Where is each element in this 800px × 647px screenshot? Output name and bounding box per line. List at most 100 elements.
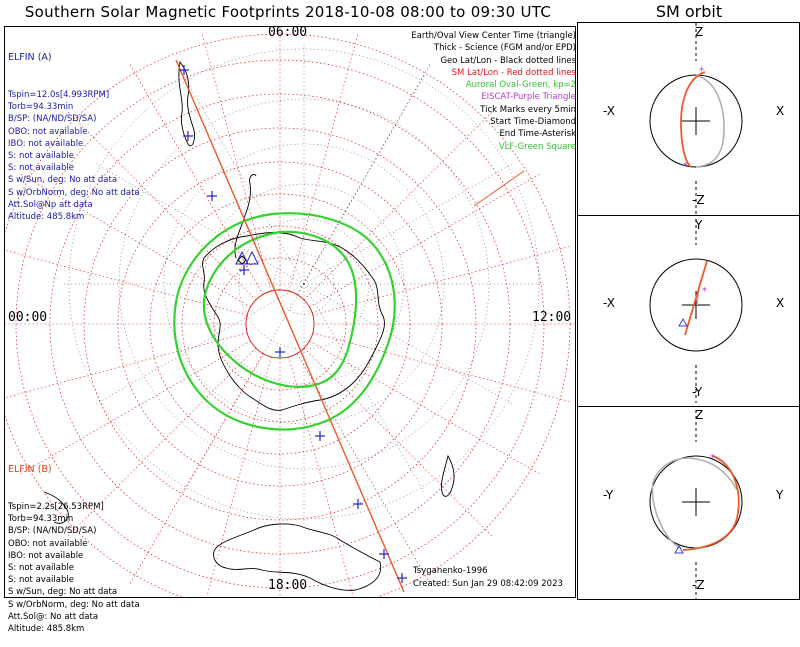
orbit-path-back — [651, 457, 738, 549]
legend-entry: VLF-Green Square — [498, 141, 576, 152]
orbit-xz-left-label: -X — [603, 104, 615, 118]
clock-label-left: 00:00 — [8, 310, 48, 325]
track-ticks — [179, 65, 407, 583]
spacecraft_b-line: B/SP: (NA/ND/SD/SA) — [8, 526, 97, 537]
spacecraft_a-line: S: not available — [8, 163, 74, 174]
orbit-path — [682, 455, 740, 551]
spacecraft_b-line: S w/OrbNorm, deg: No att data — [8, 599, 140, 610]
geo-meridian — [183, 76, 305, 285]
auroral-oval-inner — [202, 230, 358, 388]
spacecraft_b-line: S: not available — [8, 575, 74, 586]
map-legend: Earth/Oval View Center Time (triangle) Th… — [411, 30, 576, 153]
spacecraft_a-line: Altitude: 485.8km — [8, 212, 85, 223]
orbit-marker: * — [699, 66, 704, 77]
australia-coastline — [213, 523, 382, 591]
orbit-xy-right-label: X — [776, 296, 785, 310]
sm-meridian — [309, 340, 540, 475]
orbit-marker: * — [702, 286, 707, 297]
south-america-coastline — [178, 60, 195, 147]
geo-latitude-circle — [118, 98, 490, 470]
spacecraft-b-name: ELFIN (B) — [8, 464, 52, 476]
model-credit: Tsyganenko-1996 — [413, 566, 488, 576]
sm-meridian — [129, 353, 264, 584]
view-center-triangle — [235, 250, 249, 265]
spacecraft_a-line: S w/Sun, deg: No att data — [8, 175, 118, 186]
orbit-plot-xz: ** — [649, 23, 743, 216]
sm-meridian — [296, 64, 431, 295]
legend-entry: SM Lat/Lon - Red dotted lines — [451, 67, 576, 78]
spacecraft_a-line: B/SP: (NA/ND/SD/SA) — [8, 114, 97, 125]
legend-entry: EISCAT-Purple Triangle — [481, 92, 576, 103]
sm-meridian — [309, 173, 540, 308]
new-zealand-coastline — [441, 454, 455, 497]
spacecraft-a-info: ELFIN (A) Tspin=12.0s[4.993RPM] Torb=94.3… — [8, 28, 140, 235]
spacecraft_a-line: Att.Sol@Np att data — [8, 199, 93, 210]
sm-meridian — [202, 34, 272, 292]
geo-meridian — [303, 76, 425, 285]
coastlines — [43, 60, 455, 591]
clock-label-top: 06:00 — [268, 25, 308, 40]
orbit-yz-top-label: Z — [695, 408, 704, 422]
orbit-yz-left-label: -Y — [603, 488, 614, 502]
sm-meridian — [303, 347, 493, 537]
sm-latitude-circle — [15, 59, 545, 589]
sm-latitude-circle — [181, 225, 379, 423]
sm-meridian — [288, 356, 354, 598]
sm-meridian — [67, 111, 257, 301]
spacecraft-b-lines: Tspin=2.2s[26.53RPM] Torb=94.33min B/SP: (… — [8, 501, 140, 635]
view-center-triangle — [245, 250, 259, 265]
geo-grid — [64, 44, 544, 524]
geo-latitude-circle — [68, 48, 540, 520]
earth-circle — [649, 258, 743, 352]
orbit-triangle — [674, 544, 684, 554]
legend-entry: End Time-Asterisk — [499, 129, 576, 140]
sm-meridian — [206, 356, 272, 598]
clock-label-right: 12:00 — [532, 310, 572, 325]
orbit-yz-right-label: Y — [776, 488, 784, 502]
orbit-path — [684, 260, 708, 336]
auroral-ovals — [173, 212, 396, 431]
orbit-path-back — [695, 74, 725, 168]
footprint-track — [175, 59, 525, 593]
footprint-map — [4, 26, 576, 598]
orbit-xz-bottom-label: -Z — [692, 193, 705, 207]
clock-label-bottom: 18:00 — [268, 578, 308, 593]
spacecraft_a-line: OBO: not available — [8, 126, 88, 137]
spacecraft-b-info: ELFIN (B) Tspin=2.2s[26.53RPM] Torb=94.33… — [8, 440, 140, 647]
orbit-xy-left-label: -X — [603, 296, 615, 310]
sm-meridian — [20, 173, 251, 308]
sm-meridian — [303, 111, 493, 301]
spacecraft-a-lines: Tspin=12.0s[4.993RPM] Torb=94.33min B/SP: … — [8, 89, 140, 223]
spacecraft_b-line: Att.Sol@: No att data — [8, 611, 99, 622]
sm-meridian — [312, 332, 570, 402]
antarctic-peninsula-coastline — [234, 173, 257, 259]
geo-meridian — [303, 283, 425, 492]
spacecraft_b-line: Altitude: 485.8km — [8, 624, 85, 635]
legend-entry: Thick - Science (FGM and/or EPD) — [433, 43, 576, 54]
spacecraft_a-line: IBO: not available — [8, 138, 84, 149]
sm-meridian — [67, 347, 257, 537]
sm-meridian — [296, 353, 431, 584]
spacecraft_a-line: S: not available — [8, 151, 74, 162]
sm-meridian — [20, 340, 251, 475]
orbit-path — [680, 71, 706, 168]
orbit-triangle — [678, 317, 688, 327]
map-frame — [4, 26, 576, 598]
spacecraft_b-line: S: not available — [8, 563, 74, 574]
orbit-yz-bottom-label: -Z — [692, 578, 705, 592]
orbit-xz-right-label: X — [776, 104, 785, 118]
spacecraft_b-line: S w/Sun, deg: No att data — [8, 587, 118, 598]
africa-coastline — [43, 491, 69, 524]
geo-latitude-circle — [273, 253, 335, 315]
orbit-xz-top-label: Z — [695, 25, 704, 39]
orbit-title: SM orbit — [655, 2, 723, 21]
created-timestamp: Created: Sun Jan 29 08:42:09 2023 — [413, 579, 563, 589]
spacecraft_b-line: Torb=94.33min — [8, 514, 74, 525]
page-title: Southern Solar Magnetic Footprints 2018-… — [24, 3, 552, 21]
legend-entry: Earth/Oval View Center Time (triangle) — [411, 31, 576, 41]
sm-latitude-circle — [83, 127, 477, 521]
geo-meridian — [303, 283, 512, 405]
track-markers — [235, 250, 259, 265]
track-segment — [473, 170, 525, 207]
legend-entry: Tick Marks every 5min — [480, 104, 576, 115]
